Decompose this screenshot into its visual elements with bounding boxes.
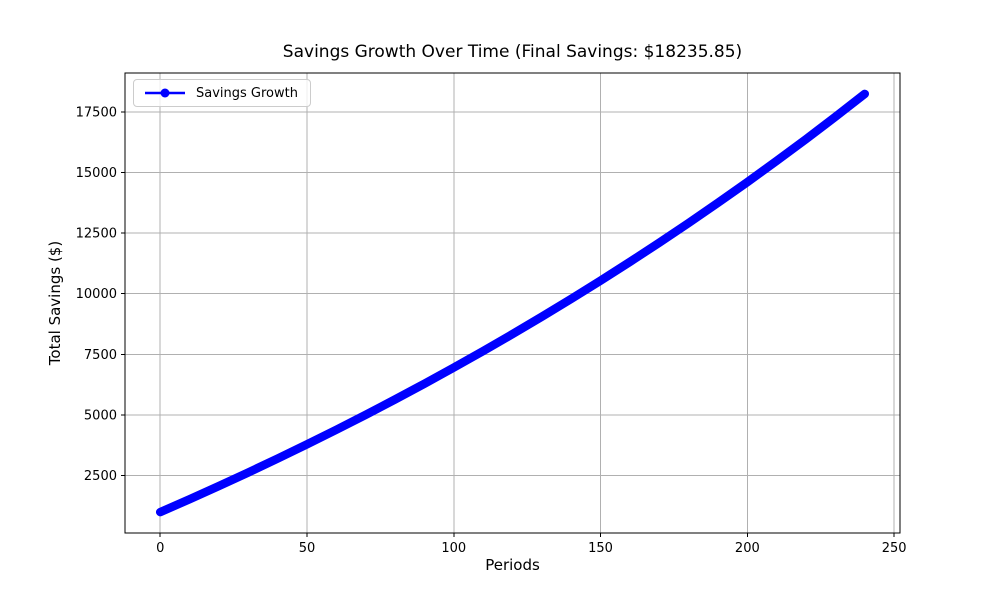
y-tick-label: 10000 xyxy=(76,287,117,302)
y-tick-label: 2500 xyxy=(84,469,117,484)
y-tick-label: 7500 xyxy=(84,348,117,363)
x-tick-label: 0 xyxy=(156,541,164,556)
legend-entry-label: Savings Growth xyxy=(196,85,298,101)
y-tick-label: 15000 xyxy=(76,166,117,181)
x-axis-label: Periods xyxy=(485,556,540,574)
legend-line-marker-icon xyxy=(145,88,185,98)
chart-title: Savings Growth Over Time (Final Savings:… xyxy=(282,42,743,62)
x-tick-label: 100 xyxy=(441,541,466,556)
x-tick-label: 250 xyxy=(882,541,907,556)
y-tick-label: 17500 xyxy=(76,105,117,120)
y-tick-label: 12500 xyxy=(76,227,117,242)
x-tick-label: 150 xyxy=(588,541,613,556)
x-tick-label: 50 xyxy=(299,541,316,556)
y-axis-label: Total Savings ($) xyxy=(46,240,64,366)
y-tick-label: 5000 xyxy=(84,409,117,424)
legend: Savings Growth xyxy=(133,79,311,107)
plot-frame xyxy=(124,72,901,534)
x-tick-label: 200 xyxy=(735,541,760,556)
savings-growth-line xyxy=(155,89,870,517)
